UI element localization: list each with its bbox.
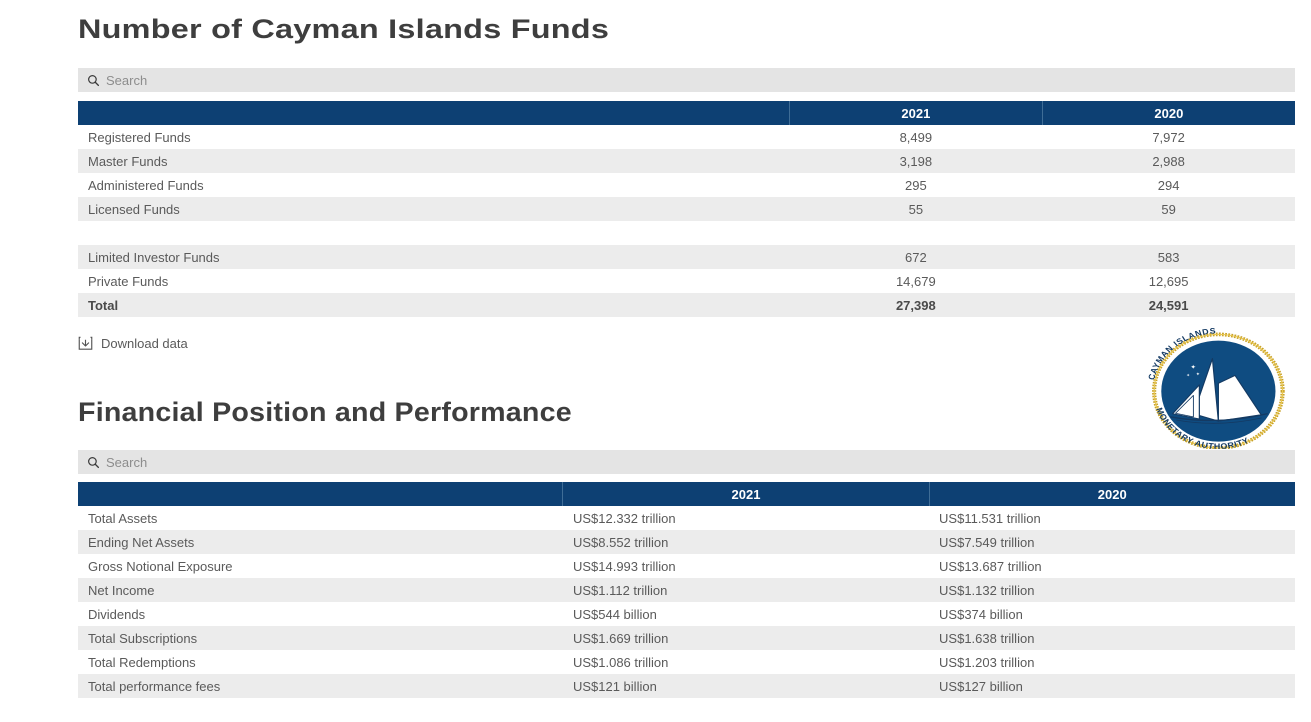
svg-text:✦: ✦ [1186,373,1190,378]
svg-text:✦: ✦ [1190,364,1195,371]
svg-text:✦: ✦ [1196,372,1200,378]
